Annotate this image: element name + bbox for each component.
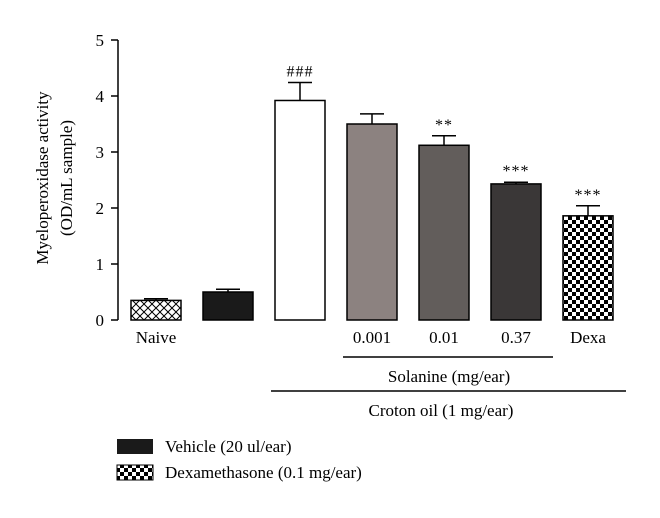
legend-label-dexamethasone: Dexamethasone (0.1 mg/ear) (165, 463, 362, 482)
bar (130, 299, 182, 321)
croton-group-label: Croton oil (1 mg/ear) (369, 401, 514, 420)
category-label: 0.37 (501, 328, 531, 347)
category-labels: Naive 0.001 0.01 0.37 Dexa (136, 328, 607, 347)
y-axis-title: Myeloperoxidase activity (OD/mL sample) (33, 91, 76, 265)
y-tick-label: 3 (96, 143, 105, 162)
legend-swatch-dexamethasone (116, 464, 154, 481)
significance-marker: ** (435, 117, 453, 134)
significance-marker: *** (503, 163, 530, 180)
bar (490, 183, 542, 321)
category-label: Dexa (570, 328, 606, 347)
legend-swatch-vehicle (117, 439, 153, 454)
bar (202, 291, 254, 321)
legend-item-dexamethasone: Dexamethasone (0.1 mg/ear) (116, 463, 362, 482)
category-label: 0.001 (353, 328, 391, 347)
y-axis-title-line-1: Myeloperoxidase activity (33, 91, 52, 265)
legend-item-vehicle: Vehicle (20 ul/ear) (117, 437, 292, 456)
legend-label-vehicle: Vehicle (20 ul/ear) (165, 437, 292, 456)
legend: Vehicle (20 ul/ear) Dexamethasone (0.1 m… (116, 437, 362, 482)
bar (346, 123, 398, 321)
category-label: Naive (136, 328, 177, 347)
bar (562, 215, 614, 321)
solanine-group-label: Solanine (mg/ear) (388, 367, 510, 386)
bar (418, 144, 470, 321)
y-tick-label: 2 (96, 199, 105, 218)
bar (274, 99, 326, 321)
y-axis: 0 1 2 3 4 5 (96, 31, 119, 330)
y-tick-label: 5 (96, 31, 105, 50)
significance-marker: *** (575, 187, 602, 204)
y-tick-label: 0 (96, 311, 105, 330)
y-tick-label: 1 (96, 255, 105, 274)
y-axis-title-line-2: (OD/mL sample) (57, 120, 76, 236)
bars-group: ###******** (130, 64, 614, 321)
y-tick-label: 4 (96, 87, 105, 106)
category-label: 0.01 (429, 328, 459, 347)
significance-marker: ### (287, 64, 314, 81)
